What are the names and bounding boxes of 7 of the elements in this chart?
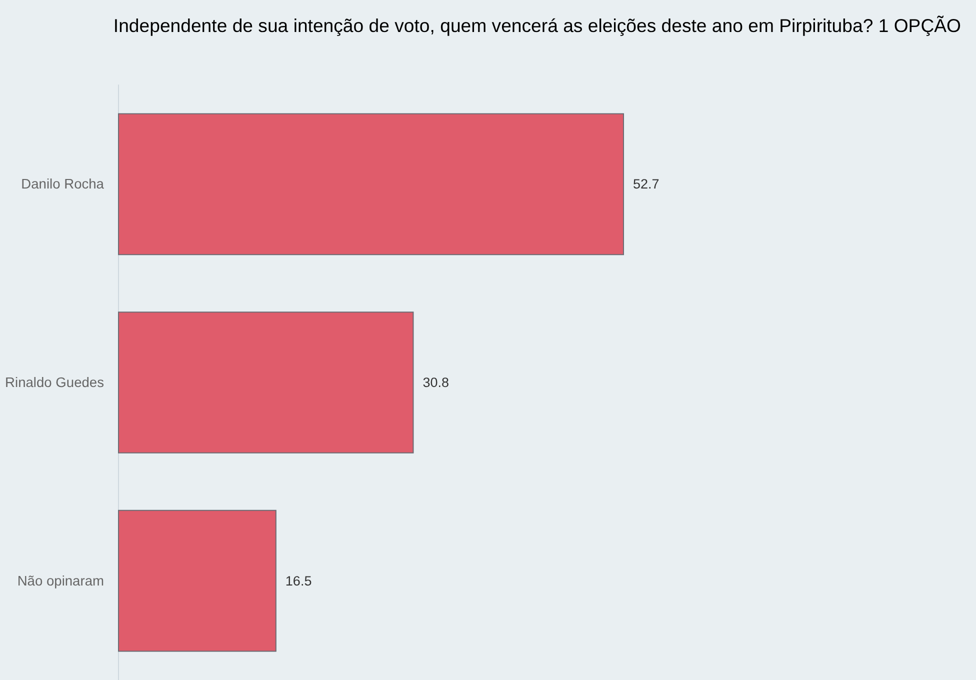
data-label: 30.8 [422,375,450,390]
chart-title: Independente de sua intenção de voto, quem vencerá as eleições deste ano em Pirpirituba? 1 OPÇÃO [113,15,962,36]
data-label: 52.7 [633,176,660,192]
y-tick-label: Danilo Rocha [21,176,104,192]
data-label: 16.5 [285,573,312,588]
y-tick-label: Rinaldo Guedes [5,375,104,390]
y-tick-label: Não opinaram [17,573,104,588]
